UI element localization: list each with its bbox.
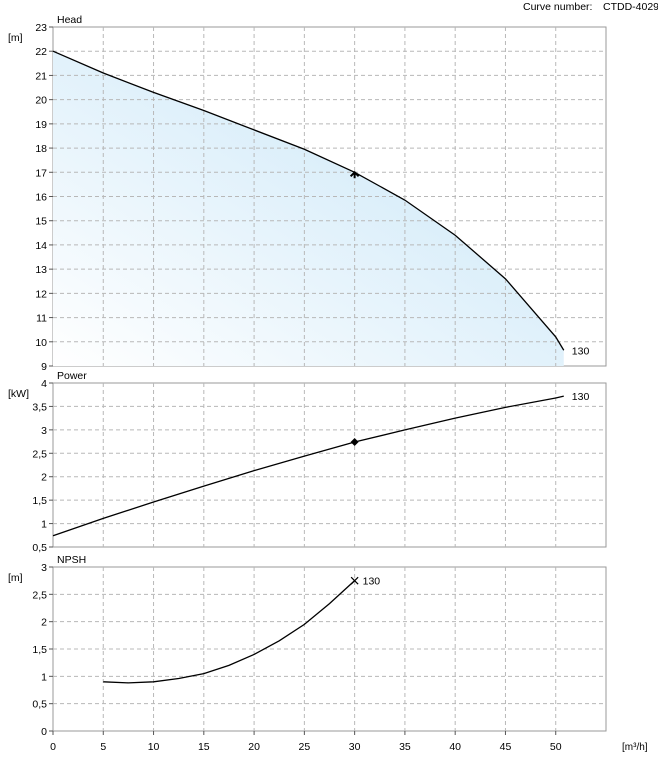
y-tick-label: 0,5 (32, 542, 47, 554)
head-area-fill (53, 51, 564, 366)
y-axis-unit-power: [kW] (8, 388, 29, 400)
x-tick-label: 30 (349, 741, 361, 753)
panel-title-npsh: NPSH (57, 554, 86, 566)
series-label: 130 (363, 576, 381, 588)
y-tick-label: 12 (35, 288, 47, 300)
y-tick-label: 9 (41, 361, 47, 373)
y-tick-label: 3 (41, 562, 47, 574)
y-tick-label: 11 (36, 313, 47, 325)
y-tick-label: 18 (35, 143, 47, 155)
y-tick-label: 3 (41, 425, 47, 437)
operating-point-marker (349, 170, 360, 179)
y-tick-label: 14 (35, 240, 47, 252)
y-tick-label: 2,5 (32, 589, 47, 601)
curve-line-head (52, 50, 565, 351)
npsh-end-marker (350, 576, 359, 585)
y-tick-label: 1,5 (32, 495, 47, 507)
x-tick-label: 45 (500, 741, 512, 753)
y-tick-label: 23 (35, 22, 47, 34)
series-label: 130 (572, 391, 590, 403)
curve-line-power (52, 395, 564, 537)
y-axis-unit-head: [m] (8, 32, 23, 44)
panel-title-head: Head (57, 14, 82, 26)
y-tick-label: 2 (41, 472, 47, 484)
series-label: 130 (572, 345, 590, 357)
x-tick-label: 40 (449, 741, 461, 753)
operating-point-marker (350, 438, 359, 447)
y-tick-label: 21 (35, 70, 47, 82)
curve-line-npsh (103, 580, 356, 684)
y-tick-label: 0 (41, 726, 47, 738)
y-tick-label: 16 (35, 192, 47, 204)
y-tick-label: 3,5 (32, 401, 47, 413)
y-tick-label: 13 (35, 264, 47, 276)
x-tick-label: 10 (148, 741, 160, 753)
x-tick-label: 20 (248, 741, 260, 753)
y-tick-label: 4 (41, 378, 47, 390)
y-tick-label: 19 (35, 119, 47, 131)
y-tick-label: 15 (35, 216, 47, 228)
x-axis-unit: [m³/h] (622, 742, 648, 753)
x-tick-label: 50 (550, 741, 562, 753)
y-tick-label: 1 (41, 519, 47, 531)
curve-number-label: Curve number: (523, 1, 593, 13)
y-tick-label: 1 (41, 671, 47, 683)
plot-frame-power (52, 382, 607, 548)
y-tick-label: 2 (41, 617, 47, 629)
x-tick-label: 5 (100, 741, 106, 753)
x-tick-label: 15 (198, 741, 210, 753)
y-tick-label: 1,5 (32, 644, 47, 656)
y-axis-unit-npsh: [m] (8, 572, 23, 584)
y-tick-label: 17 (35, 167, 47, 179)
x-tick-label: 35 (399, 741, 411, 753)
y-tick-label: 20 (35, 95, 47, 107)
y-tick-label: 22 (35, 46, 47, 58)
y-tick-label: 10 (35, 337, 47, 349)
x-tick-label: 25 (299, 741, 311, 753)
x-tick-label: 0 (50, 741, 56, 753)
curve-number-value: CTDD-4029 (603, 1, 658, 13)
y-tick-label: 0,5 (32, 699, 47, 711)
panel-title-power: Power (57, 370, 87, 382)
y-tick-label: 2,5 (32, 448, 47, 460)
